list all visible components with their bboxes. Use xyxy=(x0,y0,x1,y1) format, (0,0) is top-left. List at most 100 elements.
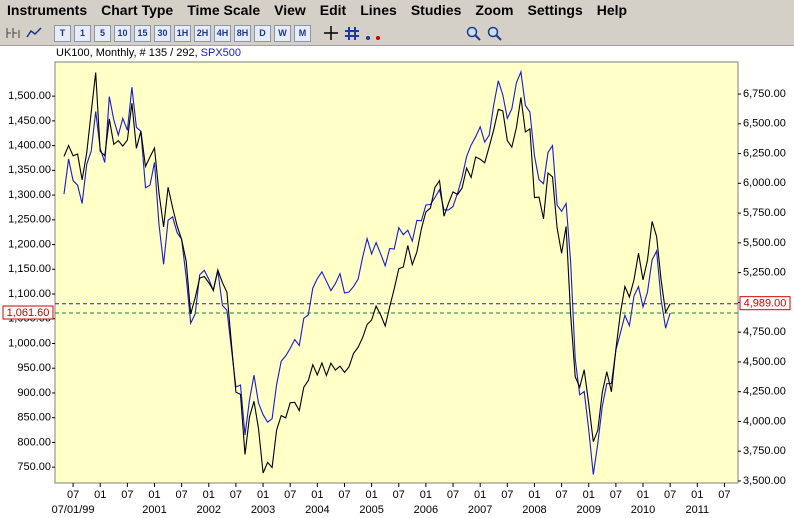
last-value-box xyxy=(2,305,54,320)
x-year-label: 2011 xyxy=(685,504,709,516)
timeframe-button[interactable]: 4H xyxy=(214,24,231,42)
y2-tick-label: 4,500.00 xyxy=(743,356,786,368)
y-tick-label: 1,300.00 xyxy=(8,189,51,201)
x-tick-label: 01 xyxy=(203,489,215,501)
y2-tick-label: 3,750.00 xyxy=(743,445,786,457)
x-year-label: 2004 xyxy=(305,504,329,516)
y-tick-label: 1,250.00 xyxy=(8,214,51,226)
x-tick-label: 01 xyxy=(474,489,486,501)
menu-item[interactable]: Studies xyxy=(410,2,462,18)
menu-item[interactable]: Chart Type xyxy=(101,2,174,18)
chart-title: UK100, Monthly, # 135 / 292, SPX500 xyxy=(56,47,241,59)
y2-tick-label: 5,250.00 xyxy=(743,267,786,279)
x-tick-label: 07 xyxy=(67,489,79,501)
x-tick-label: 01 xyxy=(528,489,540,501)
x-tick-label: 07 xyxy=(121,489,133,501)
series-line xyxy=(63,69,671,475)
timeframe-button[interactable]: D xyxy=(254,24,271,42)
y-tick-label: 1,150.00 xyxy=(8,263,51,275)
chart: UK100, Monthly, # 135 / 292, SPX500 750.0… xyxy=(2,47,791,516)
x-tick-label: 01 xyxy=(691,489,703,501)
last-value-label: 1,061.60 xyxy=(7,307,50,319)
timeframe-button[interactable]: W xyxy=(274,24,291,42)
x-tick-label: 01 xyxy=(583,489,595,501)
tool-icon[interactable] xyxy=(322,25,340,41)
tool-icon[interactable] xyxy=(343,25,361,41)
y2-tick-label: 4,000.00 xyxy=(743,415,786,427)
toolbar: T 1 5 10 15 30 1H 2H 4H 8H D W M xyxy=(0,21,794,46)
timeframe-button[interactable]: 5 xyxy=(94,24,111,42)
x-tick-label: 07 xyxy=(555,489,567,501)
timeframe-button[interactable]: M xyxy=(294,24,311,42)
menu-item[interactable]: Settings xyxy=(527,2,583,18)
x-tick-label: 01 xyxy=(148,489,160,501)
legend-entry: SPX500 xyxy=(201,47,241,59)
x-tick-label: 07 xyxy=(718,489,730,501)
x-year-label: 2008 xyxy=(522,504,546,516)
x-tick-label: 01 xyxy=(637,489,649,501)
timeframe-button[interactable]: 1H xyxy=(174,24,191,42)
x-tick-label: 07 xyxy=(501,489,513,501)
x-tick-label: 01 xyxy=(365,489,377,501)
x-tick-label: 07 xyxy=(284,489,296,501)
x-year-label: 2010 xyxy=(631,504,655,516)
x-tick-label: 01 xyxy=(420,489,432,501)
timeframe-button[interactable]: 10 xyxy=(114,24,131,42)
x-tick-label: 01 xyxy=(94,489,106,501)
y2-tick-label: 4,250.00 xyxy=(743,386,786,398)
x-year-label: 07/01/99 xyxy=(52,504,95,516)
y-tick-label: 900.00 xyxy=(17,387,51,399)
y-tick-label: 1,350.00 xyxy=(8,164,51,176)
plot-area xyxy=(55,62,738,483)
timeframe-button[interactable]: 15 xyxy=(134,24,151,42)
x-year-label: 2007 xyxy=(468,504,492,516)
menu-item[interactable]: Lines xyxy=(360,2,397,18)
timeframe-button[interactable]: 1 xyxy=(74,24,91,42)
menu-bar: Instruments Chart Type Time Scale View Edit L… xyxy=(0,0,794,21)
tool-icon[interactable] xyxy=(25,25,43,41)
last-value-label: 4,989.00 xyxy=(744,298,787,310)
y2-tick-label: 6,750.00 xyxy=(743,88,786,100)
x-year-label: 2001 xyxy=(142,504,166,516)
menu-item[interactable]: View xyxy=(274,2,306,18)
menu-item[interactable]: Time Scale xyxy=(187,2,261,18)
y-tick-label: 950.00 xyxy=(17,362,51,374)
menu-item[interactable]: Help xyxy=(596,2,628,18)
timeframe-button[interactable]: 30 xyxy=(154,24,171,42)
y2-tick-label: 6,000.00 xyxy=(743,177,786,189)
tool-icon[interactable] xyxy=(486,25,504,41)
x-year-label: 2005 xyxy=(359,504,383,516)
y2-tick-label: 6,250.00 xyxy=(743,147,786,159)
series-name: UK100 xyxy=(56,47,90,59)
y-tick-label: 1,450.00 xyxy=(8,115,51,127)
x-tick-label: 07 xyxy=(664,489,676,501)
y2-tick-label: 5,500.00 xyxy=(743,237,786,249)
y2-tick-label: 3,500.00 xyxy=(743,475,786,487)
x-year-label: 2003 xyxy=(251,504,275,516)
x-tick-label: 07 xyxy=(393,489,405,501)
timeframe-button[interactable]: 2H xyxy=(194,24,211,42)
timeframe-button[interactable]: T xyxy=(54,24,71,42)
series-line xyxy=(63,72,671,474)
tool-icon[interactable] xyxy=(4,25,22,41)
timeframes: T 1 5 10 15 30 1H 2H 4H 8H D W M xyxy=(54,24,311,42)
menu-item[interactable]: Zoom xyxy=(475,2,514,18)
y-tick-label: 800.00 xyxy=(17,436,51,448)
y2-tick-label: 5,750.00 xyxy=(743,207,786,219)
x-tick-label: 07 xyxy=(230,489,242,501)
x-tick-label: 01 xyxy=(311,489,323,501)
x-year-label: 2002 xyxy=(197,504,221,516)
y-tick-label: 750.00 xyxy=(17,461,51,473)
tool-icon[interactable] xyxy=(465,25,483,41)
menu-item[interactable]: Instruments xyxy=(7,2,88,18)
tool-icon[interactable] xyxy=(364,25,382,41)
y-tick-label: 1,000.00 xyxy=(8,337,51,349)
x-year-label: 2009 xyxy=(576,504,600,516)
period-info: , Monthly, # 135 / 292, xyxy=(90,47,198,59)
menu-item[interactable]: Edit xyxy=(319,2,347,18)
y2-tick-label: 4,750.00 xyxy=(743,326,786,338)
y-tick-label: 850.00 xyxy=(17,412,51,424)
timeframe-button[interactable]: 8H xyxy=(234,24,251,42)
x-tick-label: 07 xyxy=(176,489,188,501)
y-tick-label: 1,100.00 xyxy=(8,288,51,300)
